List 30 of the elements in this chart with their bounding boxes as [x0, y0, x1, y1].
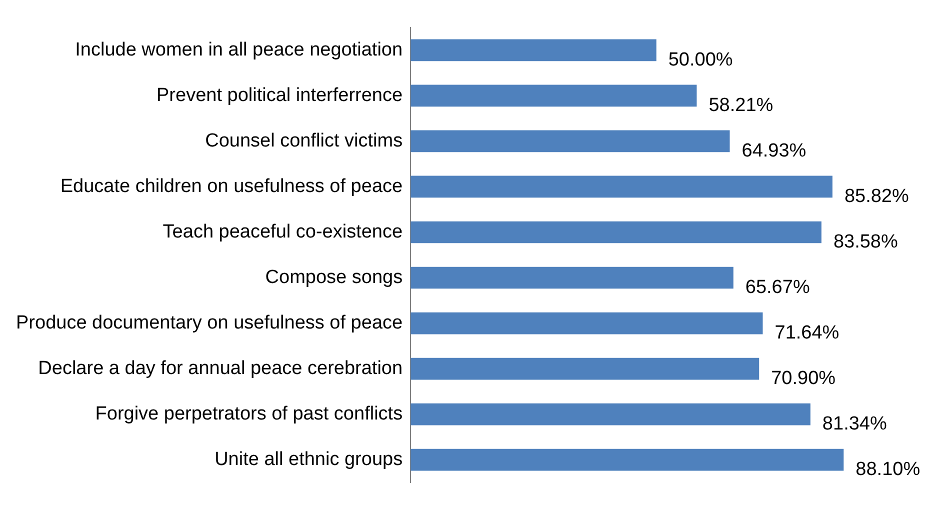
bar	[410, 39, 656, 62]
bar	[410, 448, 844, 471]
y-tick-label: Prevent political interferrence	[156, 84, 403, 106]
bar	[410, 312, 763, 334]
y-tick-label: Unite all ethnic groups	[214, 449, 403, 470]
bar	[410, 84, 697, 107]
y-tick-label: Educate children on usefulness of peace	[60, 176, 403, 197]
bar	[410, 176, 832, 198]
bar	[410, 221, 822, 244]
data-label: 88.10%	[856, 459, 920, 480]
bar	[410, 358, 760, 380]
y-tick-label: Compose songs	[265, 266, 403, 288]
data-label: 83.58%	[833, 231, 898, 252]
data-label: 85.82%	[844, 186, 909, 207]
data-label: 58.21%	[708, 94, 774, 116]
data-label: 71.64%	[774, 322, 840, 344]
data-label: 50.00%	[668, 49, 733, 70]
data-label: 64.93%	[742, 140, 806, 162]
bar	[410, 403, 810, 426]
data-label: 81.34%	[822, 414, 887, 435]
y-tick-label: Counsel conflict victims	[205, 130, 403, 152]
bar	[410, 130, 730, 152]
y-tick-label: Include women in all peace negotiation	[75, 39, 403, 60]
y-tick-label: Teach peaceful co-existence	[162, 221, 403, 242]
y-tick-label: Declare a day for annual peace cerebration	[38, 358, 403, 380]
data-label: 70.90%	[771, 368, 836, 390]
bar	[410, 266, 734, 289]
y-tick-label: Forgive perpetrators of past conflicts	[95, 404, 403, 425]
data-label: 65.67%	[745, 276, 810, 298]
y-tick-label: Produce documentary on usefulness of peace	[16, 312, 403, 334]
